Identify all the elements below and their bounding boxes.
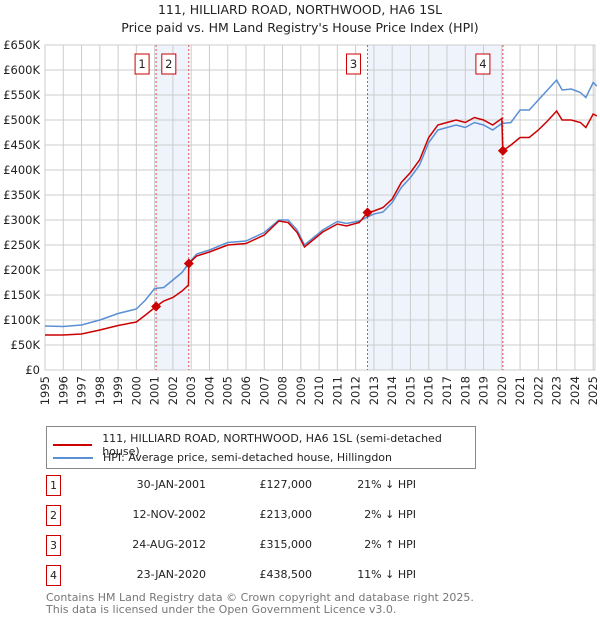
legend-label-property: 111, HILLIARD ROAD, NORTHWOOD, HA6 1SL (… [102,432,442,458]
x-tick-label: 2003 [184,376,198,405]
sale-point [183,258,194,269]
footer-licence: This data is licensed under the Open Gov… [46,603,397,616]
x-tick-label: 2011 [330,376,344,405]
sale-hpi-delta: 2% ↑ HPI [364,538,416,551]
sale-label: 4 [479,57,486,71]
sale-hpi-delta: 11% ↓ HPI [357,568,416,581]
y-tick-label: £50K [11,338,41,352]
sale-point [151,301,162,312]
y-tick-label: £250K [3,238,40,252]
chart-title: 111, HILLIARD ROAD, NORTHWOOD, HA6 1SL [158,2,442,17]
x-tick-label: 1996 [56,376,70,405]
x-tick-label: 2019 [477,376,491,405]
y-tick-label: £150K [3,288,40,302]
legend-swatch-property [53,444,93,446]
x-tick-label: 2012 [349,376,363,405]
shaded-period [367,45,503,370]
sale-price: £213,000 [259,508,313,521]
legend-item-hpi: HPI: Average price, semi-detached house,… [53,451,392,464]
x-tick-label: 1995 [38,376,52,405]
x-tick-label: 2014 [385,376,399,405]
sale-label: 2 [165,57,172,71]
y-tick-label: £350K [3,188,40,202]
sale-label-box [475,53,491,75]
sale-number: 4 [46,565,61,586]
x-tick-label: 2005 [221,376,235,405]
x-tick-label: 1997 [75,376,89,405]
plot-frame [44,44,596,371]
x-tick-label: 2001 [148,376,162,405]
x-tick-label: 2025 [586,376,600,405]
sale-number: 1 [46,475,61,496]
legend-item-property: 111, HILLIARD ROAD, NORTHWOOD, HA6 1SL (… [53,432,475,458]
x-tick-label: 2002 [166,376,180,405]
sale-price: £438,500 [259,568,313,581]
sale-label: 1 [138,57,145,71]
x-tick-label: 2004 [202,376,216,405]
sale-price: £315,000 [259,538,313,551]
x-tick-label: 2007 [257,376,271,405]
x-tick-label: 2000 [129,376,143,405]
x-tick-label: 1999 [111,376,125,405]
y-tick-label: £650K [3,38,40,52]
sale-hpi-delta: 21% ↓ HPI [357,478,416,491]
x-tick-label: 2022 [531,376,545,405]
sale-number: 3 [46,535,61,556]
sale-hpi-delta: 2% ↓ HPI [364,508,416,521]
sale-date: 23-JAN-2020 [136,568,206,581]
x-tick-label: 1998 [93,376,107,405]
x-tick-label: 2016 [422,376,436,405]
x-tick-label: 2013 [367,376,381,405]
legend: 111, HILLIARD ROAD, NORTHWOOD, HA6 1SL (… [46,426,476,469]
series-line-hpi [44,78,598,328]
x-tick-label: 2015 [403,376,417,405]
y-tick-label: £300K [3,213,40,227]
x-tick-label: 2008 [276,376,290,405]
sale-label-box [134,53,150,75]
x-tick-label: 2009 [294,376,308,405]
x-tick-label: 2006 [239,376,253,405]
y-tick-label: £550K [3,88,40,102]
x-tick-label: 2020 [495,376,509,405]
sale-label-box [161,53,177,75]
legend-swatch-hpi [53,456,93,459]
y-tick-label: £600K [3,63,40,77]
y-tick-label: £450K [3,138,40,152]
x-tick-label: 2010 [312,376,326,405]
y-tick-label: £400K [3,163,40,177]
sale-point [362,207,373,218]
x-tick-label: 2017 [440,376,454,405]
sale-date: 30-JAN-2001 [136,478,206,491]
chart-subtitle: Price paid vs. HM Land Registry's House … [121,20,478,35]
x-tick-label: 2023 [550,376,564,405]
sale-point [497,145,508,156]
y-tick-label: £0 [25,363,40,377]
sale-label: 3 [350,57,357,71]
sale-date: 24-AUG-2012 [132,538,206,551]
x-tick-label: 2018 [458,376,472,405]
x-tick-label: 2021 [513,376,527,405]
sale-price: £127,000 [259,478,313,491]
sale-label-box [346,53,362,75]
footer-copyright: Contains HM Land Registry data © Crown c… [46,591,474,604]
x-tick-label: 2024 [568,376,582,405]
y-tick-label: £500K [3,113,40,127]
sale-date: 12-NOV-2002 [132,508,206,521]
legend-label-hpi: HPI: Average price, semi-detached house,… [103,451,392,464]
y-tick-label: £200K [3,263,40,277]
y-tick-label: £100K [3,313,40,327]
price-chart: 111, HILLIARD ROAD, NORTHWOOD, HA6 1SL P… [3,2,600,405]
sale-number: 2 [46,505,61,526]
